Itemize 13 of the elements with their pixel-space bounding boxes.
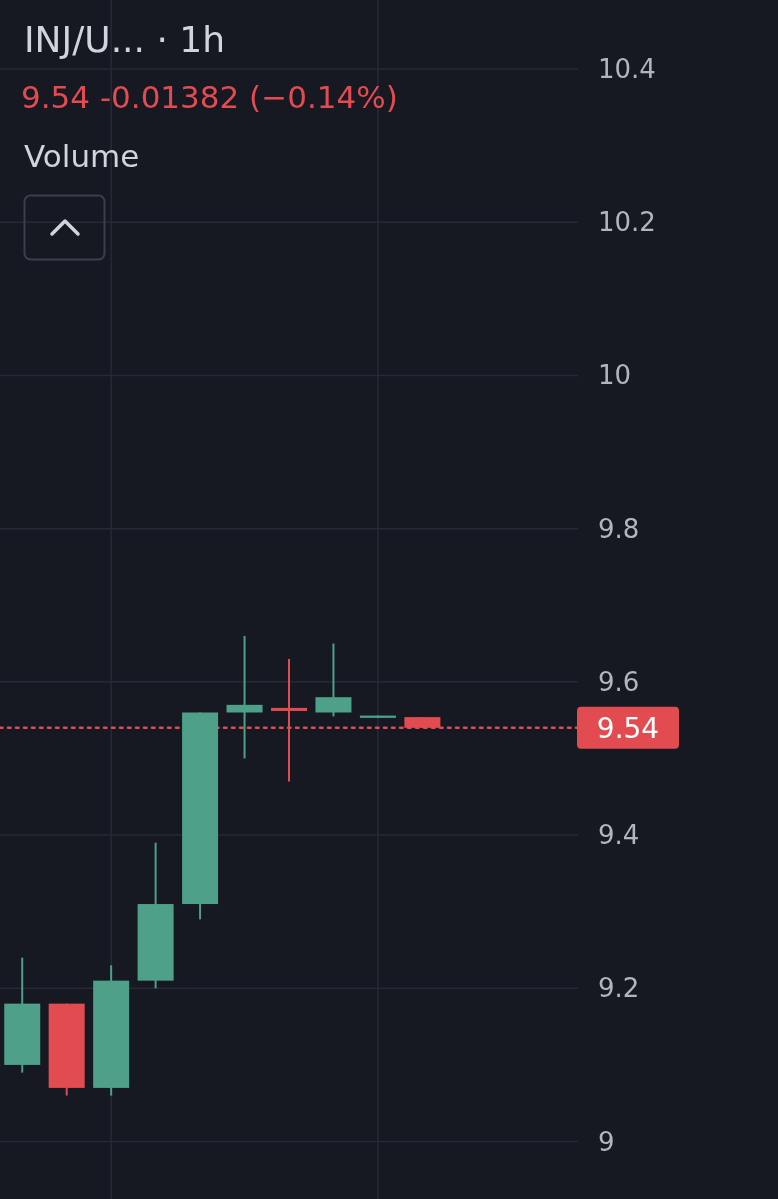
annotation: Volume	[24, 138, 140, 174]
text: INJ/U... · 1h	[24, 19, 226, 60]
candlestick	[226, 634, 263, 760]
y-tick-label: 10.2	[598, 207, 656, 238]
y-tick-label: 9	[598, 1126, 615, 1157]
y-tick-label: 9.8	[598, 513, 640, 544]
y-tick-label: 10.4	[598, 53, 656, 84]
ref-line-label: 9.54	[596, 711, 660, 745]
y-tick-label: 9.6	[598, 666, 640, 697]
text: 9.54 -0.01382 (−0.14%)	[21, 79, 398, 115]
y-tick-label: 9.4	[598, 820, 640, 851]
y-tick-label: 10	[598, 360, 632, 391]
y-tick-label: 9.2	[598, 973, 640, 1004]
